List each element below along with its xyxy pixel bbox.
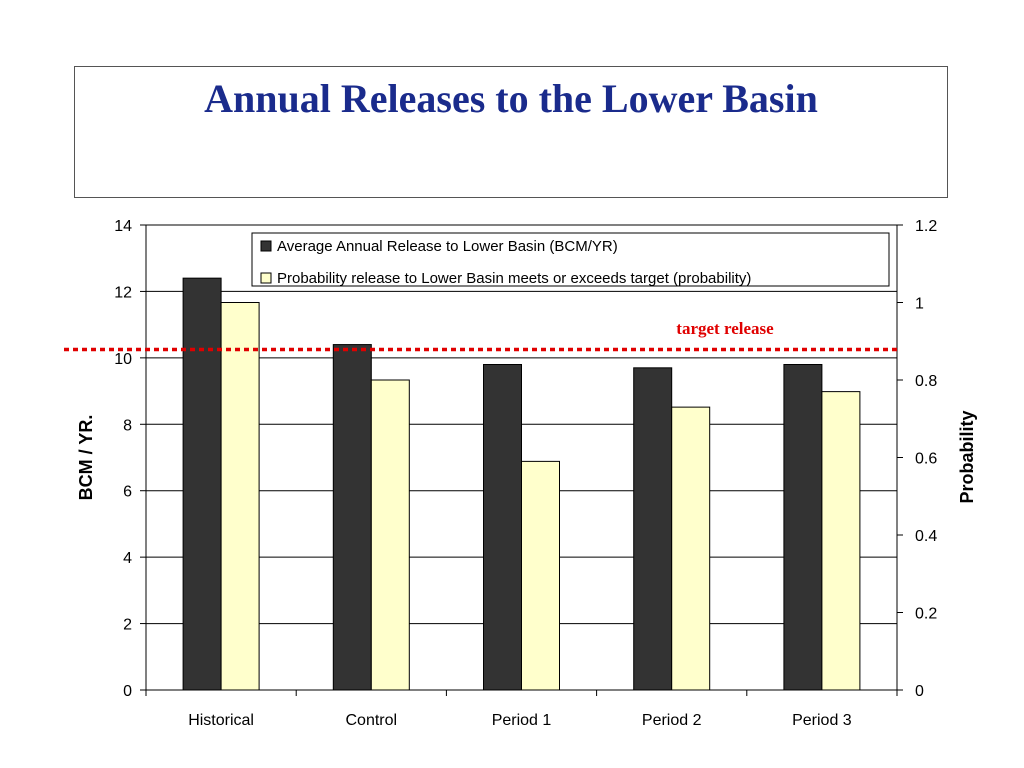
y-tick-label: 12 [114, 284, 132, 301]
bar-release [483, 364, 522, 691]
y-tick-label: 0 [123, 683, 132, 700]
y2-tick-label: 0 [915, 683, 924, 700]
y2-tick-label: 1.2 [915, 218, 937, 235]
y-tick-label: 2 [123, 617, 132, 634]
x-tick-label: Period 2 [642, 712, 702, 729]
legend-box [251, 232, 890, 287]
y2-tick-label: 0.2 [915, 606, 937, 623]
y2-tick-label: 1 [915, 296, 924, 313]
bar-probability [370, 379, 410, 691]
legend-label-probability: Probability release to Lower Basin meets… [277, 270, 751, 287]
title-box: Annual Releases to the Lower Basin [74, 66, 948, 198]
bar-probability [220, 302, 260, 691]
legend-swatch-probability [260, 272, 272, 284]
y2-tick-label: 0.6 [915, 451, 937, 468]
y2-tick-label: 0.4 [915, 528, 937, 545]
legend-swatch-release [260, 240, 272, 252]
y-tick-label: 14 [114, 218, 132, 235]
x-tick-label: Historical [188, 712, 254, 729]
x-tick-label: Period 1 [492, 712, 552, 729]
bar-probability [521, 460, 560, 691]
legend-label-release: Average Annual Release to Lower Basin (B… [277, 238, 618, 255]
y-tick-label: 8 [123, 417, 132, 434]
bar-probability [671, 406, 711, 691]
y-tick-label: 4 [123, 550, 132, 567]
bar-probability [821, 391, 861, 691]
y-tick-label: 10 [114, 351, 132, 368]
bar-release [182, 277, 222, 691]
y2-tick-label: 0.8 [915, 373, 937, 390]
y-tick-label: 6 [123, 484, 132, 501]
target-label: target release [676, 319, 774, 338]
bar-release [332, 344, 372, 691]
bar-release [783, 364, 823, 691]
slide-title: Annual Releases to the Lower Basin [204, 76, 818, 121]
bar-release [633, 367, 673, 691]
x-tick-label: Period 3 [792, 712, 852, 729]
y-axis-title: BCM / YR. [76, 415, 96, 501]
y2-axis-title: Probability [957, 410, 977, 503]
x-tick-label: Control [346, 712, 398, 729]
